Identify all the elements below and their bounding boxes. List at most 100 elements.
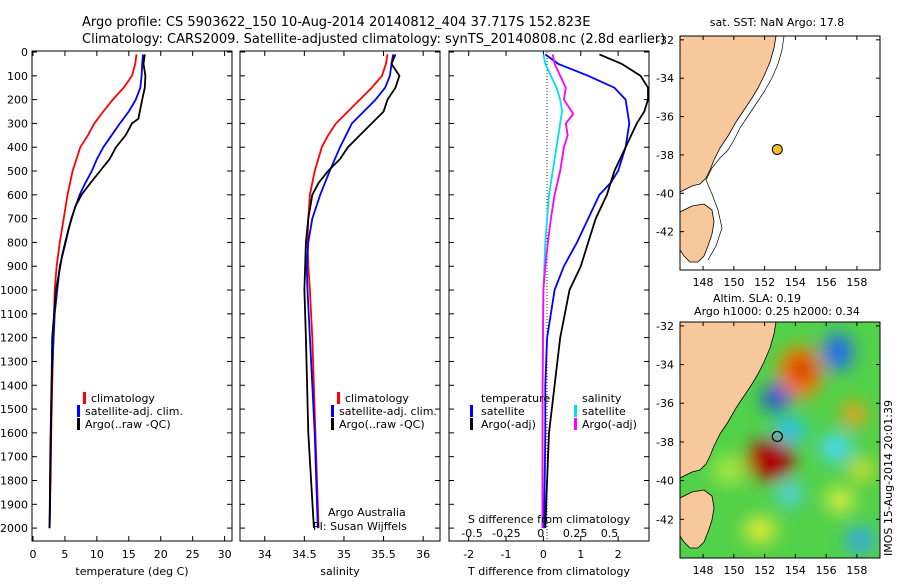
series-line-argo-raw-qc: [48, 54, 147, 529]
sla-map-axes: 148 150 152 154 156 158 -32 -34 -36 -38 -40 -42: [656, 320, 880, 577]
x-tick-label: 34: [258, 548, 272, 561]
series-line-climatology: [306, 54, 389, 529]
legend-swatch-argo: [331, 418, 334, 430]
x-tick-label: 5: [61, 548, 68, 561]
map-x-tick-label: 148: [693, 564, 714, 577]
header-line-2: Climatology: CARS2009. Satellite-adjuste…: [82, 32, 665, 47]
series-line-satellite: [543, 53, 631, 529]
x-top-tick-label: 0: [537, 527, 544, 540]
salinity-xlabel: salinity: [320, 565, 360, 578]
imos-timestamp: IMOS 15-Aug-2014 20:01:39: [882, 400, 895, 556]
depth-tick-label: 1800: [0, 474, 28, 487]
map-x-tick-label: 154: [785, 564, 806, 577]
map-x-tick-label: 158: [846, 276, 867, 289]
sst-map-border: [679, 35, 881, 271]
map-y-tick-label: -42: [656, 513, 674, 526]
depth-tick-label: 300: [7, 117, 28, 130]
legend-swatch-s-argo: [574, 418, 577, 430]
sla-map-title-2: Argo h1000: 0.25 h2000: 0.34: [694, 305, 860, 318]
series-line-argo-adj: [541, 54, 575, 529]
depth-tick-label: 800: [7, 236, 28, 249]
legend-label-s-argo: Argo(-adj): [582, 418, 637, 431]
map-x-tick-label: 148: [693, 276, 714, 289]
x-tick-label: -2: [463, 548, 474, 561]
map-y-tick-label: -36: [656, 397, 674, 410]
depth-tick-label: 1700: [0, 451, 28, 464]
legend-label-argo: Argo(..raw -QC): [339, 418, 425, 431]
sla-field: [712, 334, 874, 552]
credit-line-2: PI: Susan Wijffels: [313, 520, 407, 533]
x-top-tick-label: 0.25: [563, 527, 588, 540]
sst-shelf-contour: [705, 36, 785, 261]
sla-map-title-1: Altim. SLA: 0.19: [713, 292, 801, 305]
x-top-tick-label: 0.5: [601, 527, 619, 540]
sst-map: [679, 35, 881, 271]
depth-tick-label: 100: [7, 70, 28, 83]
x-tick-label: 1: [577, 548, 584, 561]
legend-swatch-climatology: [337, 392, 340, 404]
salinity-panel: [239, 50, 441, 542]
depth-tick-label: 1000: [0, 284, 28, 297]
map-y-tick-label: -36: [656, 111, 674, 124]
x-tick-label: 25: [186, 548, 200, 561]
depth-axis: 0 100 200 300 400 500 600 700 800 900 1000 1100 1200…: [0, 46, 28, 535]
map-y-tick-label: -34: [656, 72, 674, 85]
credit-line-1: Argo Australia: [328, 506, 406, 519]
depth-tick-label: 700: [7, 213, 28, 226]
sst-map-axes: 148 150 152 154 156 158 -32 -34 -36 -38 -40 -42: [656, 34, 880, 289]
legend-swatch-t-satellite: [470, 405, 473, 417]
map-y-tick-label: -38: [656, 149, 674, 162]
depth-tick-label: 1300: [0, 355, 28, 368]
x-tick-label: 0: [30, 548, 37, 561]
depth-tick-label: 200: [7, 94, 28, 107]
map-y-tick-label: -38: [656, 436, 674, 449]
map-x-tick-label: 150: [723, 564, 744, 577]
legend-label-t-argo: Argo(-adj): [481, 418, 536, 431]
salinity-legend: climatology satellite-adj. clim. Argo(..…: [331, 392, 437, 431]
depth-tick-label: 600: [7, 189, 28, 202]
map-x-tick-label: 150: [723, 276, 744, 289]
map-x-tick-label: 154: [785, 276, 806, 289]
sst-argo-marker: [771, 143, 783, 155]
x-tick-label: 35: [337, 548, 351, 561]
series-line-satellite-adj-clim: [305, 54, 394, 529]
x-tick-label: 10: [90, 548, 104, 561]
legend-label-climatology: climatology: [345, 392, 409, 405]
depth-tick-label: 1100: [0, 308, 28, 321]
sst-map-title: sat. SST: NaN Argo: 17.8: [710, 16, 844, 29]
salinity-chart: 34 34.5 35 35.5 36: [240, 51, 440, 561]
map-y-tick-label: -32: [656, 34, 674, 47]
sla-tasmania: [680, 489, 715, 549]
temperature-chart: 0 5 10 15 20 25 30: [30, 51, 232, 561]
difference-xlabel: T difference from climatology: [467, 565, 630, 578]
map-x-tick-label: 156: [816, 564, 837, 577]
header-line-1: Argo profile: CS 5903622_150 10-Aug-2014…: [82, 15, 590, 30]
temperature-panel: [31, 50, 233, 542]
legend-label-s-satellite: satellite: [582, 405, 626, 418]
depth-tick-label: 1400: [0, 379, 28, 392]
x-tick-label: 0: [540, 548, 547, 561]
sst-tasmania: [680, 203, 715, 263]
difference-chart: -2 -1 0 1 2 -0.5 -0.25 0 0.25 0.5: [449, 51, 649, 561]
map-y-tick-label: -32: [656, 320, 674, 333]
map-y-tick-label: -34: [656, 359, 674, 372]
legend-swatch-satellite: [77, 405, 80, 417]
sla-map: [679, 321, 881, 559]
depth-tick-label: 1500: [0, 403, 28, 416]
depth-tick-label: 1600: [0, 427, 28, 440]
x-top-tick-label: -0.25: [492, 527, 520, 540]
temperature-xlabel: temperature (deg C): [75, 565, 188, 578]
depth-tick-label: 500: [7, 165, 28, 178]
sla-land: [680, 322, 777, 479]
depth-tick-label: 900: [7, 260, 28, 273]
x-tick-label: 34.5: [292, 548, 317, 561]
legend-title-temperature: temperature: [481, 392, 550, 405]
map-y-tick-label: -42: [656, 226, 674, 239]
x-tick-label: 20: [154, 548, 168, 561]
series-line-argo-adj: [544, 53, 649, 529]
legend-label-satellite: satellite-adj. clim.: [339, 405, 437, 418]
legend-label-t-satellite: satellite: [481, 405, 525, 418]
series-line-argo-raw-qc: [303, 54, 401, 529]
difference-xlabel-top: S difference from climatology: [468, 513, 631, 526]
